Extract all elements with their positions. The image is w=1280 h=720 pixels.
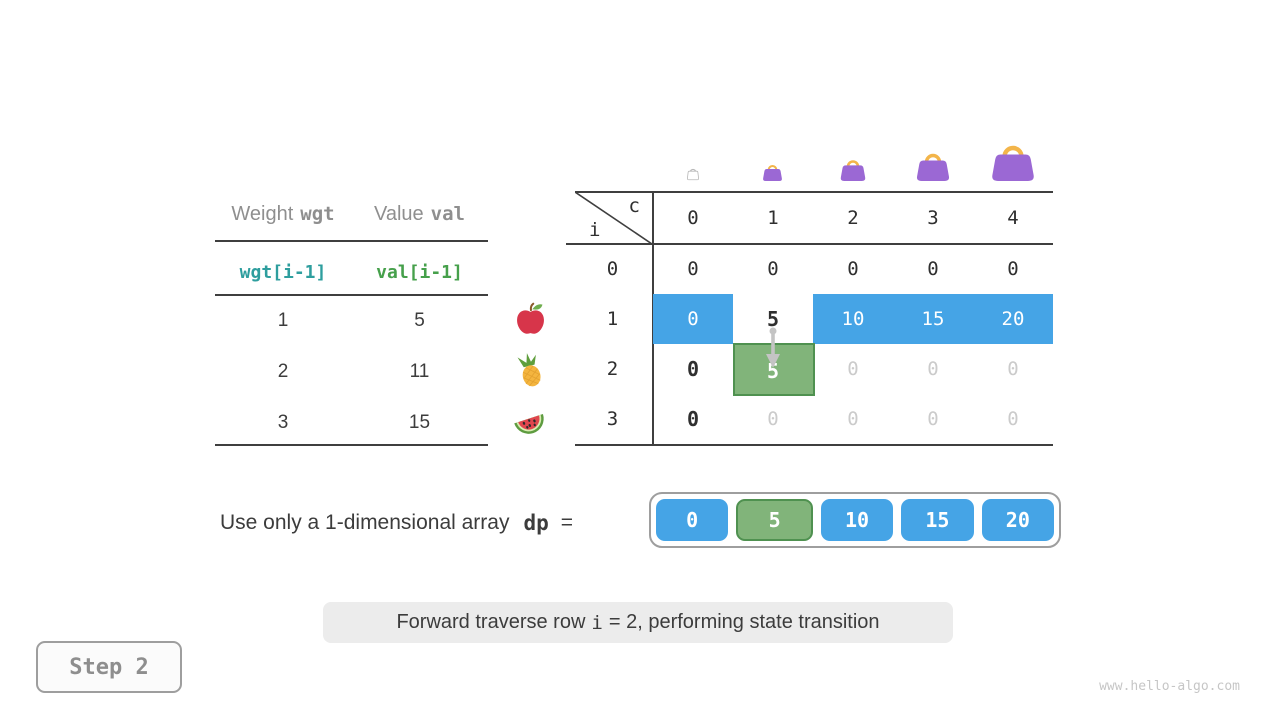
item-1-value: 5 xyxy=(414,310,425,331)
dp-table-bottom-border xyxy=(575,444,1053,446)
active-transition-cell-highlight xyxy=(733,343,815,396)
status-prefix: Forward traverse row xyxy=(396,611,586,633)
item-2-value: 11 xyxy=(409,361,430,382)
value-code: val xyxy=(430,203,465,225)
dp-array-caption-text: Use only a 1-dimensional array xyxy=(220,511,510,534)
bag-capacity-3-icon xyxy=(916,153,950,181)
status-message: Forward traverse row i = 2, performing s… xyxy=(323,602,953,643)
dp-cell-1-3: 15 xyxy=(921,308,945,330)
bag-capacity-4-icon xyxy=(992,145,1034,181)
col-header-0: 0 xyxy=(687,207,699,229)
row-header-0: 0 xyxy=(606,258,619,280)
pineapple-icon xyxy=(517,353,541,387)
dp-cell-3-3: 0 xyxy=(927,408,939,430)
dp-cell-0-2: 0 xyxy=(847,258,859,280)
state-transition-arrow-icon xyxy=(766,327,780,368)
watermelon-icon xyxy=(514,414,544,434)
item-1-weight: 1 xyxy=(277,310,289,331)
dp-array-cell-2: 10 xyxy=(820,499,894,541)
dp-array-cell-0: 0 xyxy=(656,499,729,541)
weight-column-header: Weight wgt xyxy=(215,198,351,230)
dp-table-top-border xyxy=(575,191,1053,193)
dp-table-corner-cell: c i xyxy=(574,191,653,245)
weight-label: Weight xyxy=(231,202,294,225)
dp-array-cell-3: 15 xyxy=(901,499,974,541)
item-table-divider-mid xyxy=(215,294,488,296)
dp-cell-1-4: 20 xyxy=(1001,308,1025,330)
dp-table-header-border xyxy=(566,243,1053,245)
dp-cell-2-2: 0 xyxy=(847,358,859,380)
col-header-2: 2 xyxy=(847,207,859,229)
corner-col-variable: c xyxy=(628,195,640,217)
value-column-header: Value val xyxy=(351,198,488,230)
dp-cell-1-1: 5 xyxy=(766,307,780,331)
corner-diagonal-line xyxy=(574,191,653,245)
dp-cell-1-0: 0 xyxy=(687,308,699,330)
item-table-divider-bottom xyxy=(215,444,488,446)
col-header-1: 1 xyxy=(767,207,779,229)
item-2-weight: 2 xyxy=(277,361,289,382)
item-table-divider-top xyxy=(215,240,488,242)
dp-cell-2-0: 0 xyxy=(686,357,700,381)
item-3-value: 15 xyxy=(408,412,431,433)
dp-cell-3-2: 0 xyxy=(847,408,859,430)
row-header-3: 3 xyxy=(606,408,619,430)
apple-icon xyxy=(517,302,544,334)
dp-cell-2-1: 5 xyxy=(766,359,780,383)
dp-cell-0-0: 0 xyxy=(687,258,699,280)
dp-cell-3-4: 0 xyxy=(1007,408,1019,430)
value-index-expression: val[i-1] xyxy=(376,261,463,283)
row-header-2: 2 xyxy=(606,358,619,380)
dp-array-container: 0 5 10 15 20 xyxy=(649,492,1061,548)
item-3-weight: 3 xyxy=(277,412,289,433)
equals-sign: = xyxy=(560,511,574,534)
dp-cell-3-0: 0 xyxy=(686,407,700,431)
dp-cell-1-2: 10 xyxy=(841,308,865,330)
weight-code: wgt xyxy=(300,203,335,225)
value-label: Value xyxy=(374,202,424,225)
status-variable: i xyxy=(591,611,603,634)
dp-array-cell-4: 20 xyxy=(981,499,1055,541)
col-header-4: 4 xyxy=(1007,207,1019,229)
step-badge: Step 2 xyxy=(36,641,182,693)
bag-capacity-0-icon xyxy=(686,168,700,181)
bag-capacity-2-icon xyxy=(840,160,866,181)
col-header-3: 3 xyxy=(927,207,939,229)
dp-cell-2-3: 0 xyxy=(927,358,939,380)
dp-array-caption: Use only a 1-dimensional array dp = xyxy=(220,505,573,541)
row1-blue-highlight-right xyxy=(813,294,1053,344)
watermark-url: www.hello-algo.com xyxy=(1099,679,1240,694)
row1-blue-highlight-left xyxy=(653,294,733,344)
bag-capacity-1-icon xyxy=(763,165,782,181)
corner-row-variable: i xyxy=(589,219,601,241)
dp-cell-0-4: 0 xyxy=(1007,258,1019,280)
dp-cell-0-1: 0 xyxy=(767,258,779,280)
dp-array-cell-1-active: 5 xyxy=(736,499,813,541)
status-suffix: = 2, performing state transition xyxy=(608,611,880,633)
dp-cell-0-3: 0 xyxy=(927,258,939,280)
weight-index-expression: wgt[i-1] xyxy=(239,261,327,283)
dp-variable-name: dp xyxy=(523,511,549,535)
dp-cell-3-1: 0 xyxy=(767,408,779,430)
dp-cell-2-4: 0 xyxy=(1007,358,1019,380)
row-header-1: 1 xyxy=(606,308,619,330)
